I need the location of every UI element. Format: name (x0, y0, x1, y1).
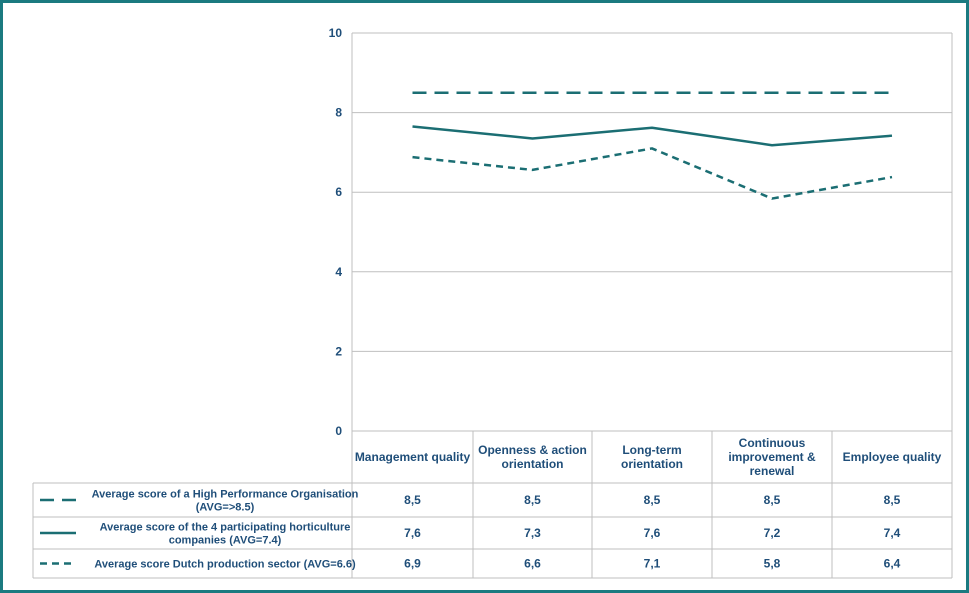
y-tick-label: 4 (335, 265, 342, 279)
series-name-line: Average score of a High Performance Orga… (92, 489, 359, 501)
y-tick-label: 10 (329, 26, 343, 40)
category-label: Employee quality (843, 450, 942, 464)
table-cell-value: 6,4 (884, 557, 901, 571)
category-label-line: orientation (621, 457, 683, 471)
table-cell-value: 7,3 (524, 526, 541, 540)
category-label-line: Long-term (622, 443, 681, 457)
table-cell-value: 6,6 (524, 557, 541, 571)
series-lines (412, 91, 893, 200)
category-label-line: improvement & (728, 450, 816, 464)
table-cell-value: 7,6 (404, 526, 421, 540)
series-name-line: Average score Dutch production sector (A… (94, 559, 356, 571)
y-tick-label: 6 (335, 185, 342, 199)
series-name-line: (AVG=>8.5) (196, 502, 255, 514)
category-label: Management quality (355, 450, 471, 464)
table-cell-value: 8,5 (644, 493, 661, 507)
table-cell-value: 8,5 (524, 493, 541, 507)
table-cell-value: 5,8 (764, 557, 781, 571)
gridlines (351, 32, 953, 431)
category-label-line: Employee quality (843, 450, 942, 464)
category-label-line: Continuous (739, 436, 806, 450)
data-table: Management quality Openness & actionorien… (32, 430, 953, 579)
table-cell-value: 7,6 (644, 526, 661, 540)
table-cell-value: 8,5 (884, 493, 901, 507)
series-name: Average score of a High Performance Orga… (92, 489, 359, 514)
series-name-line: companies (AVG=7.4) (169, 535, 282, 547)
y-tick-label: 0 (335, 424, 342, 438)
series-name-line: Average score of the 4 participating hor… (100, 522, 351, 534)
series-name: Average score Dutch production sector (A… (94, 559, 356, 571)
category-label-line: renewal (750, 464, 795, 478)
series-name: Average score of the 4 participating hor… (100, 522, 351, 547)
table-cell-value: 8,5 (404, 493, 421, 507)
table-cell-value: 7,1 (644, 557, 661, 571)
category-label-line: orientation (502, 457, 564, 471)
table-cell-value: 7,2 (764, 526, 781, 540)
y-tick-label: 2 (335, 344, 342, 358)
category-label-line: Management quality (355, 450, 471, 464)
y-tick-label: 8 (335, 106, 342, 120)
series-line-solid (412, 125, 893, 147)
category-label-line: Openness & action (478, 443, 587, 457)
table-cell-value: 7,4 (884, 526, 901, 540)
table-cell-value: 6,9 (404, 557, 421, 571)
y-axis-ticks: 0 2 4 6 8 10 (329, 26, 343, 438)
series-line-short-dash (412, 147, 893, 200)
table-cell-value: 8,5 (764, 493, 781, 507)
